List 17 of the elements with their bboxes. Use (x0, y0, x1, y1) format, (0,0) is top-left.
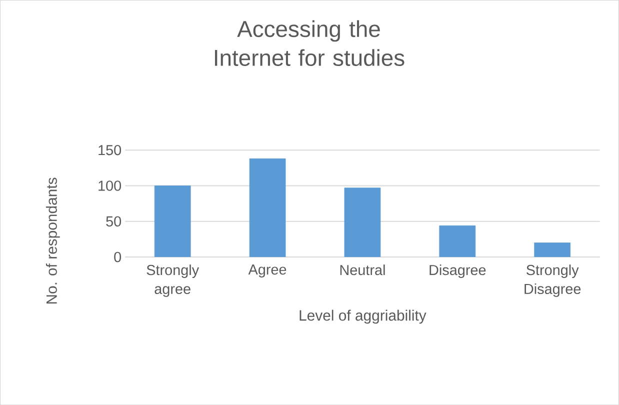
x-tick-label: Strongly agree (146, 264, 200, 297)
x-axis-title: Level of aggriability (300, 310, 426, 324)
y-tick-label: 50 (106, 216, 122, 226)
bar (439, 225, 476, 257)
bar (534, 242, 571, 257)
x-tick-label: Agree (248, 264, 286, 278)
x-tick-label: Strongly Disagree (524, 264, 581, 297)
x-tick-label: Neutral (340, 264, 385, 276)
bar (154, 185, 191, 257)
chart-title: Accessing the Internet for studies (215, 20, 404, 66)
y-tick-label: 100 (98, 180, 122, 191)
x-tick-label: Disagree (430, 264, 486, 278)
bar (249, 158, 286, 257)
bar (344, 188, 381, 257)
y-tick-label: 0 (114, 252, 122, 262)
y-tick-label: 150 (98, 144, 122, 156)
y-axis-title: No. of respondants (46, 178, 60, 304)
